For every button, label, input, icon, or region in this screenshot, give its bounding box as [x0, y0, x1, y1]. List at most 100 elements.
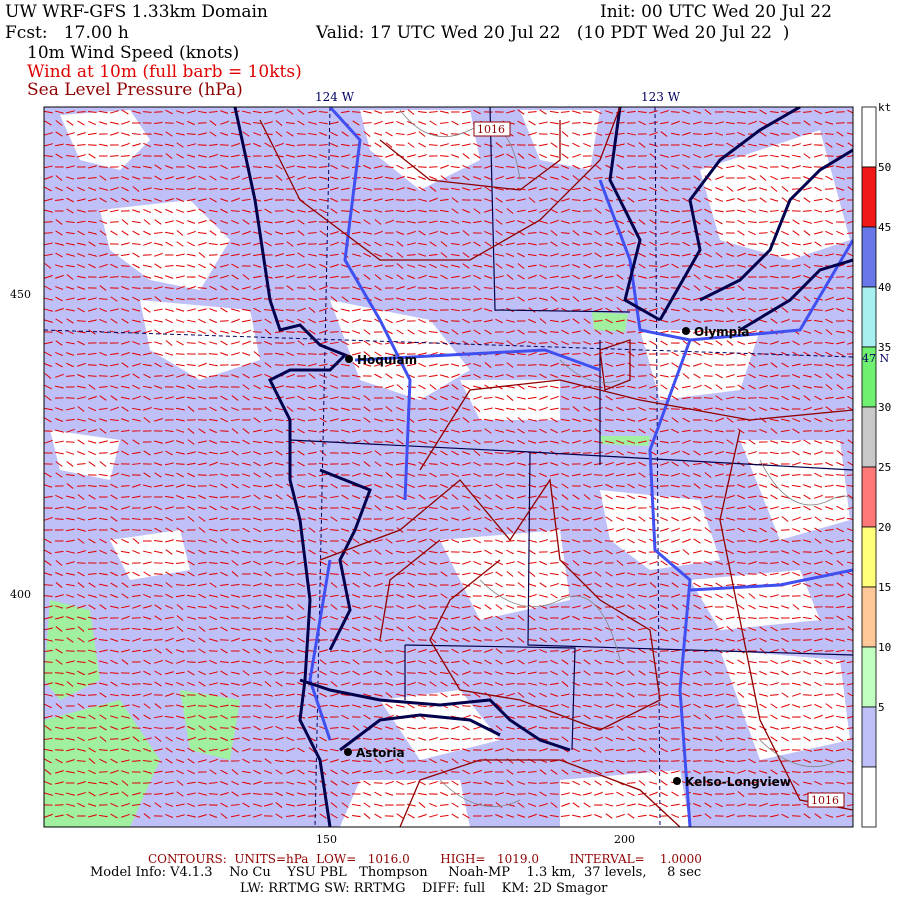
colorbar-unit: kt: [878, 101, 891, 114]
wind-barb: [396, 737, 405, 741]
wind-barb: [65, 474, 75, 477]
wind-barb: [780, 683, 790, 685]
wind-barb: [759, 748, 768, 752]
wind-barb: [241, 518, 251, 520]
wind-barb: [604, 122, 614, 124]
wind-barb: [659, 715, 670, 719]
map-frame: [43, 106, 854, 828]
wind-barb: [792, 439, 801, 444]
wind-barb: [186, 330, 197, 334]
wind-barb: [131, 319, 142, 323]
wind-barb: [55, 429, 65, 433]
wind-barb: [759, 495, 769, 499]
wind-barb: [835, 770, 846, 774]
wind-barb: [561, 648, 570, 653]
wind-barb: [186, 540, 196, 542]
wind-barb: [110, 483, 118, 489]
wind-barb: [230, 529, 240, 531]
wind-barb: [846, 738, 853, 741]
wind-barb: [253, 582, 262, 587]
wind-barb: [220, 406, 228, 412]
wind-barb: [550, 802, 558, 808]
wind-barb: [704, 516, 712, 522]
wind-barb: [374, 230, 383, 235]
wind-barb: [176, 704, 185, 708]
wind-barb: [450, 253, 460, 257]
wind-barb: [242, 362, 251, 367]
wind-barb: [252, 737, 262, 741]
wind-barb: [197, 165, 207, 169]
wind-barb: [131, 220, 141, 224]
wind-barb: [252, 440, 262, 444]
wind-barb: [505, 517, 515, 520]
wind-barb: [571, 638, 581, 642]
wind-barb: [362, 760, 372, 762]
wind-barb: [385, 549, 393, 555]
wind-barb: [407, 594, 416, 598]
wind-barb: [153, 770, 163, 774]
wind-barb: [121, 538, 129, 544]
wind-barb: [285, 298, 295, 300]
wind-barb: [450, 748, 460, 752]
wind-barb: [462, 725, 470, 731]
wind-barb: [582, 385, 592, 389]
wind-barb: [517, 263, 525, 269]
wind-barb: [164, 374, 174, 378]
wind-barb: [770, 505, 779, 510]
wind-barb: [54, 198, 64, 202]
wind-barb: [462, 318, 470, 324]
wind-barb: [66, 792, 76, 796]
wind-barb: [121, 308, 130, 312]
wind-barb: [846, 649, 853, 652]
wind-barb: [329, 716, 339, 718]
wind-barb: [406, 297, 416, 301]
wind-barb: [528, 571, 536, 577]
wind-barb: [825, 121, 834, 125]
wind-barb: [143, 417, 151, 423]
wind-barb: [121, 593, 129, 599]
wind-barb: [550, 362, 559, 367]
wind-barb: [252, 187, 262, 191]
wind-barb: [506, 461, 515, 466]
wind-barb: [308, 517, 317, 521]
wind-barb: [527, 649, 537, 653]
wind-barb: [516, 209, 526, 213]
wind-barb: [450, 573, 460, 575]
wind-barb: [186, 419, 196, 421]
wind-barb: [483, 463, 493, 465]
wind-barb: [539, 769, 547, 775]
wind-barb: [395, 462, 405, 466]
wind-barb: [132, 395, 141, 400]
wind-barb: [517, 384, 525, 390]
wind-barb: [572, 780, 580, 786]
wind-barb: [638, 516, 646, 522]
wind-barb: [594, 505, 603, 510]
wind-barb: [682, 693, 691, 697]
wind-barb: [285, 331, 295, 333]
wind-barb: [835, 638, 846, 642]
wind-barb: [208, 550, 218, 554]
wind-barb: [351, 781, 361, 784]
wind-barb: [340, 199, 350, 201]
wind-barb: [275, 131, 283, 137]
wind-barb: [527, 375, 537, 377]
wind-barb: [385, 769, 393, 775]
wind-barb: [780, 209, 790, 212]
wind-barb: [637, 814, 647, 818]
wind-barb: [318, 485, 328, 487]
wind-barb: [285, 341, 295, 344]
wind-barb: [846, 265, 853, 268]
wind-barb: [571, 694, 581, 697]
wind-barb: [418, 340, 427, 345]
wind-barb: [484, 571, 493, 576]
wind-barb: [824, 110, 834, 114]
wind-barb: [363, 484, 372, 488]
wind-barb: [560, 782, 570, 784]
wind-barb: [44, 308, 54, 312]
wind-barb: [792, 396, 801, 400]
wind-barb: [439, 650, 449, 652]
wind-barb: [814, 726, 824, 730]
wind-barb: [242, 230, 251, 235]
colorbar-band: [861, 166, 877, 228]
wind-barb: [165, 198, 174, 202]
